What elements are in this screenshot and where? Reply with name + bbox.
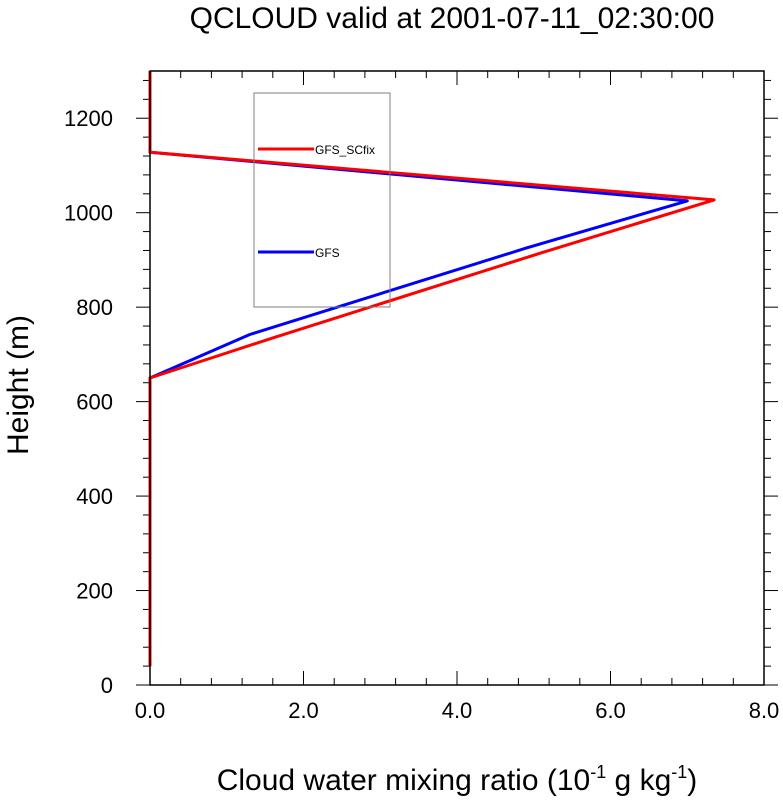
y-tick-label: 1200 (64, 106, 113, 131)
legend-label-gfs: GFS (315, 246, 340, 260)
y-tick-labels: 0 200 400 600 800 1000 1200 (64, 106, 113, 698)
x-axis-label-mid: g kg (606, 764, 671, 797)
x-axis-label-end: ) (687, 764, 697, 797)
x-tick-label: 8.0 (749, 698, 780, 723)
y-tick-label: 200 (76, 579, 113, 604)
plot-frame (149, 70, 765, 686)
legend: GFS_SCfix GFS (253, 92, 391, 308)
legend-label-gfs-scfix: GFS_SCfix (315, 143, 375, 157)
x-tick-label: 6.0 (595, 698, 626, 723)
x-axis-label-sup1: -1 (590, 762, 606, 782)
legend-box (253, 92, 391, 308)
x-axis-label: Cloud water mixing ratio (10-1 g kg-1) (217, 762, 698, 797)
series-line-gfs-scfix (148, 71, 716, 667)
y-tick-label: 600 (76, 390, 113, 415)
x-tick-label: 2.0 (288, 698, 319, 723)
x-tick-label: 0.0 (135, 698, 166, 723)
x-axis-label-sup2: -1 (671, 762, 687, 782)
y-tick-label: 0 (101, 673, 113, 698)
chart-title: QCLOUD valid at 2001-07-11_02:30:00 (190, 2, 715, 35)
x-tick-labels: 0.0 2.0 4.0 6.0 8.0 (135, 698, 780, 723)
x-tick-label: 4.0 (442, 698, 473, 723)
y-tick-label: 400 (76, 484, 113, 509)
series-layer (148, 71, 716, 667)
y-axis-label: Height (m) (2, 315, 35, 455)
axis-ticks (136, 71, 778, 686)
y-tick-label: 1000 (64, 201, 113, 226)
x-axis-label-main: Cloud water mixing ratio (10 (217, 764, 591, 797)
y-tick-label: 800 (76, 295, 113, 320)
